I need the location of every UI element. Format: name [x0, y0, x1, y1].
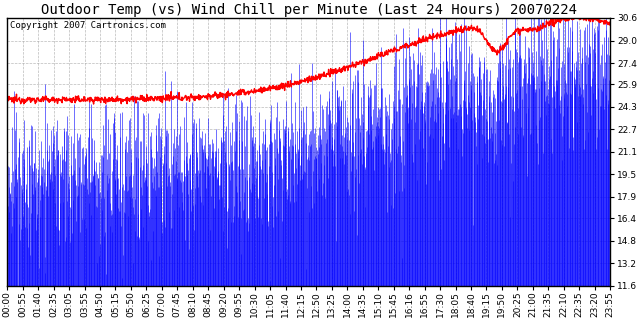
- Title: Outdoor Temp (vs) Wind Chill per Minute (Last 24 Hours) 20070224: Outdoor Temp (vs) Wind Chill per Minute …: [41, 3, 577, 17]
- Text: Copyright 2007 Cartronics.com: Copyright 2007 Cartronics.com: [10, 20, 166, 30]
